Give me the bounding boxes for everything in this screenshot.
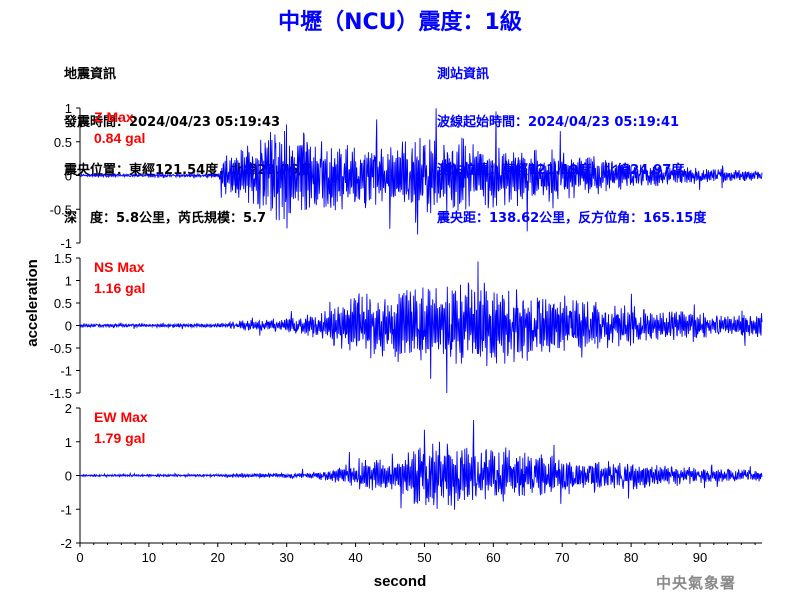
y-tick-label: -1 — [60, 236, 72, 251]
x-tick-label: 40 — [348, 550, 362, 565]
x-axis-label: second — [374, 573, 427, 590]
page-title: 中壢（NCU）震度：1級 — [278, 10, 522, 35]
origin-time: 發震時間：2024/04/23 05:19:43 — [64, 115, 281, 130]
agency-credit: 中央氣象署 — [656, 574, 737, 592]
distance-azimuth: 震央距：138.62公里，反方位角：165.15度 — [437, 211, 707, 226]
y-tick-label: -1 — [60, 364, 72, 379]
y-tick-label: -0.5 — [50, 202, 72, 217]
x-tick-label: 50 — [417, 550, 431, 565]
y-tick-label: 0 — [65, 469, 72, 484]
max-label: EW Max — [94, 409, 148, 425]
max-value: 0.84 gal — [94, 130, 145, 146]
event-info-heading: 地震資訊 — [64, 67, 117, 82]
waveform-trace — [79, 419, 763, 510]
station-info-heading: 測站資訊 — [437, 67, 490, 82]
max-label: Z Max — [94, 109, 134, 125]
y-tick-label: 1 — [65, 435, 72, 450]
waveform-trace — [79, 261, 763, 394]
y-tick-label: -2 — [60, 536, 72, 551]
x-tick-label: 0 — [76, 550, 83, 565]
y-tick-label: -1 — [60, 502, 72, 517]
x-tick-label: 80 — [624, 550, 638, 565]
y-tick-label: -0.5 — [50, 341, 72, 356]
depth-magnitude: 深 度：5.8公里，芮氏規模：5.7 — [64, 211, 267, 226]
max-label: NS Max — [94, 259, 145, 275]
x-tick-label: 90 — [693, 550, 707, 565]
y-axis-label: acceleration — [24, 259, 41, 347]
y-tick-label: 1 — [65, 274, 72, 289]
y-tick-label: 2 — [65, 401, 72, 416]
y-tick-label: -1.5 — [50, 386, 72, 401]
x-tick-label: 30 — [279, 550, 293, 565]
waveform-trace — [79, 108, 763, 235]
y-tick-label: 0 — [65, 169, 72, 184]
panel-z: 1 0.5 0 -0.5 -1 Z Max 0.84 gal — [50, 101, 763, 251]
y-tick-label: 0 — [65, 319, 72, 334]
x-tick-label: 20 — [211, 550, 225, 565]
max-value: 1.16 gal — [94, 280, 145, 296]
x-axis: 0 10 20 30 40 50 60 70 80 90 — [76, 542, 762, 565]
wave-start-time: 波線起始時間：2024/04/23 05:19:41 — [437, 115, 680, 130]
x-tick-label: 70 — [555, 550, 569, 565]
y-tick-label: 1.5 — [54, 251, 72, 266]
y-tick-label: 1 — [65, 101, 72, 116]
x-tick-label: 10 — [142, 550, 156, 565]
y-tick-label: 0.5 — [54, 296, 72, 311]
panel-ew: 2 1 0 -1 -2 EW Max 1.79 gal — [60, 401, 763, 551]
y-tick-label: 0.5 — [54, 135, 72, 150]
panels-group: 1 0.5 0 -0.5 -1 Z Max 0.84 gal 1.5 1 0.5 0 -0.5 -1 -1… — [50, 101, 763, 551]
x-tick-label: 60 — [486, 550, 500, 565]
panel-ns: 1.5 1 0.5 0 -0.5 -1 -1.5 NS Max 1.16 gal — [50, 251, 763, 401]
max-value: 1.79 gal — [94, 430, 145, 446]
